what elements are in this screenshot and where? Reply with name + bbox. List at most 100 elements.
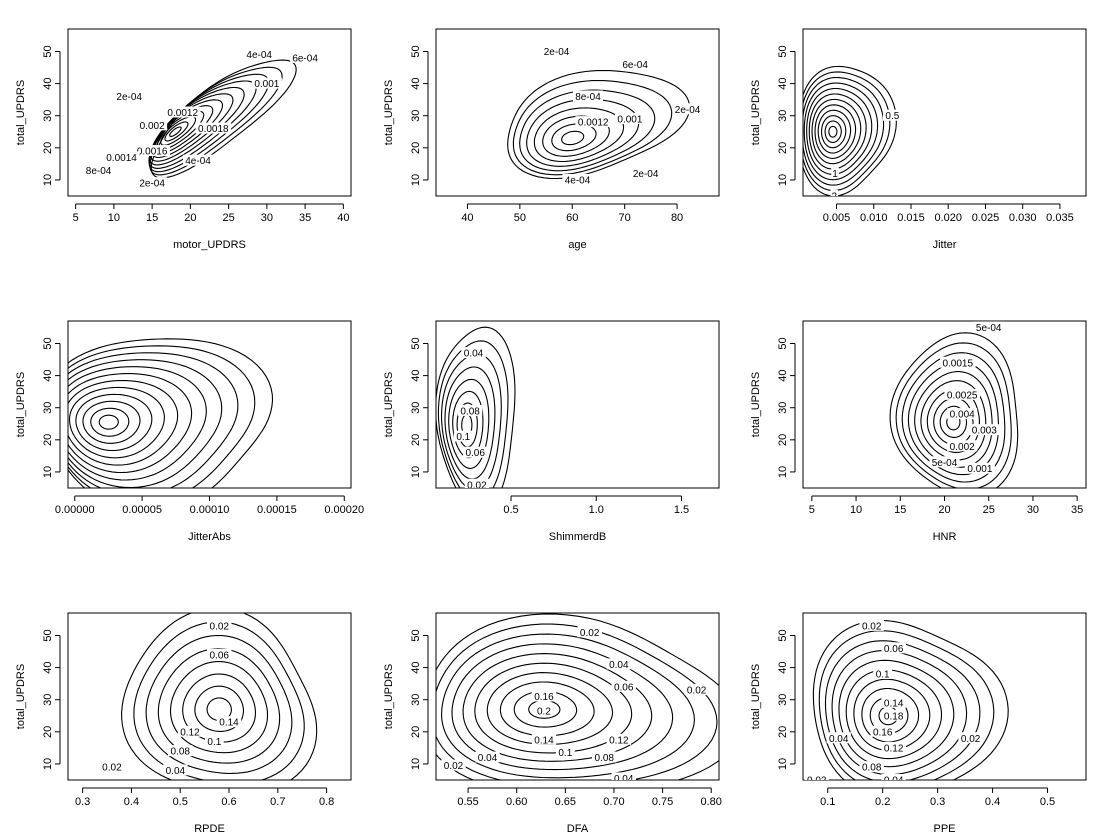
contour-label-bg xyxy=(859,761,884,773)
contour-line-7 xyxy=(808,93,867,170)
x-tick-label: 25 xyxy=(222,212,234,224)
y-tick-label: 20 xyxy=(42,142,54,154)
x-tick-label: 1.5 xyxy=(674,504,689,516)
y-tick-label: 10 xyxy=(42,174,54,186)
contour-label: 0.12 xyxy=(884,743,904,754)
contour-label: 0.001 xyxy=(254,79,279,90)
y-tick-label: 20 xyxy=(777,142,789,154)
contour-label: 6e-04 xyxy=(292,53,318,64)
y-tick-label: 20 xyxy=(777,726,789,738)
y-tick-label: 40 xyxy=(42,661,54,673)
y-tick-label: 40 xyxy=(410,369,422,381)
x-tick-label: 15 xyxy=(894,504,906,516)
contour-label: 4e-04 xyxy=(565,175,591,186)
y-tick-label: 20 xyxy=(42,434,54,446)
contour-label: 4e-04 xyxy=(185,156,211,167)
y-tick-label: 30 xyxy=(410,402,422,414)
y-tick-label: 20 xyxy=(410,434,422,446)
contour-line-8 xyxy=(68,366,207,481)
y-axis-title: total_UPDRS xyxy=(383,80,395,145)
contour-label-bg xyxy=(463,446,488,458)
contour-label: 0.1 xyxy=(456,432,470,443)
x-axis-title: DFA xyxy=(567,823,589,835)
contour-label-bg xyxy=(870,725,895,737)
x-axis-title: PPE xyxy=(933,823,955,835)
contour-label-bg xyxy=(195,122,232,134)
y-tick-label: 10 xyxy=(777,758,789,770)
contour-label: 0.02 xyxy=(961,734,981,745)
contour-line-4 xyxy=(75,393,153,452)
y-tick-label: 30 xyxy=(410,694,422,706)
contour-line-9 xyxy=(68,359,223,488)
y-tick-label: 40 xyxy=(777,369,789,381)
x-tick-label: 0.020 xyxy=(934,212,962,224)
contour-label: 0.12 xyxy=(180,727,200,738)
contour-line-5 xyxy=(157,648,281,764)
x-tick-label: 0.7 xyxy=(270,796,285,808)
x-tick-label: 30 xyxy=(261,212,273,224)
contour-label-bg xyxy=(83,164,114,176)
contour-label: 0.001 xyxy=(617,114,642,125)
panel-PPE: 0.020.060.10.140.180.160.120.04 0.020.080… xyxy=(750,612,1087,835)
contour-line-7 xyxy=(68,373,193,474)
y-tick-label: 20 xyxy=(410,726,422,738)
contour-group: 0.04 0.08 0.1 0.06 0.02 xyxy=(436,326,516,488)
contour-label: 0.14 xyxy=(534,735,554,746)
x-axis-title: Jitter xyxy=(933,239,957,251)
y-axis-title: total_UPDRS xyxy=(750,664,762,729)
x-tick-label: 40 xyxy=(461,212,473,224)
contour-label: 0.02 xyxy=(444,761,464,772)
contour-label-bg xyxy=(572,90,603,102)
y-tick-label: 40 xyxy=(777,77,789,89)
contour-line-1 xyxy=(169,126,182,137)
x-tick-label: 80 xyxy=(671,212,683,224)
contour-label-bg xyxy=(882,109,902,121)
contour-label-bg xyxy=(177,725,203,737)
contour-label: 0.04 xyxy=(829,734,849,745)
y-tick-label: 50 xyxy=(42,337,54,349)
contour-label: 0.0018 xyxy=(198,124,229,135)
x-tick-label: 0.4 xyxy=(124,796,139,808)
contour-label: 1 xyxy=(832,169,838,180)
contour-label: 0.06 xyxy=(884,644,904,655)
contour-label-bg xyxy=(114,90,145,102)
y-axis-title: total_UPDRS xyxy=(15,372,27,437)
contour-line-5 xyxy=(474,662,633,754)
contour-label-bg xyxy=(611,680,636,692)
contour-label-bg xyxy=(614,112,645,124)
plot-frame xyxy=(435,28,720,197)
contour-label-bg xyxy=(464,478,490,488)
contour-line-7 xyxy=(133,621,305,780)
contour-label-bg xyxy=(251,77,282,89)
y-tick-label: 50 xyxy=(777,337,789,349)
contour-label-bg xyxy=(244,48,275,60)
y-tick-label: 40 xyxy=(410,661,422,673)
contour-label: 0.003 xyxy=(972,426,997,437)
contour-line-8 xyxy=(901,352,1006,483)
x-axis-title: RPDE xyxy=(194,823,225,835)
contour-label-bg xyxy=(453,430,473,442)
y-tick-label: 30 xyxy=(777,110,789,122)
contour-line-10 xyxy=(803,76,885,186)
contour-label-bg xyxy=(137,119,168,131)
x-tick-label: 0.005 xyxy=(823,212,851,224)
contour-label: 0.14 xyxy=(219,718,239,729)
y-tick-label: 30 xyxy=(42,694,54,706)
x-tick-label: 0.75 xyxy=(652,796,673,808)
contour-line-4 xyxy=(817,109,852,154)
plot-frame xyxy=(67,28,352,197)
contour-group: 0.02 0.06 0.14 0.12 0.1 0.08 0.04 0.02 xyxy=(99,613,318,780)
contour-label: 0.02 xyxy=(102,763,122,774)
contour-label: 2e-04 xyxy=(633,169,659,180)
contour-line-9 xyxy=(895,342,1012,488)
y-tick-label: 40 xyxy=(42,77,54,89)
y-tick-label: 40 xyxy=(42,369,54,381)
contour-line-3 xyxy=(82,400,141,444)
contour-line-2 xyxy=(194,685,245,732)
y-tick-label: 50 xyxy=(777,629,789,641)
y-tick-label: 30 xyxy=(42,110,54,122)
x-tick-label: 0.8 xyxy=(319,796,334,808)
contour-line-6 xyxy=(811,98,862,165)
contour-line-12 xyxy=(150,59,297,179)
contour-line-5 xyxy=(845,669,943,760)
